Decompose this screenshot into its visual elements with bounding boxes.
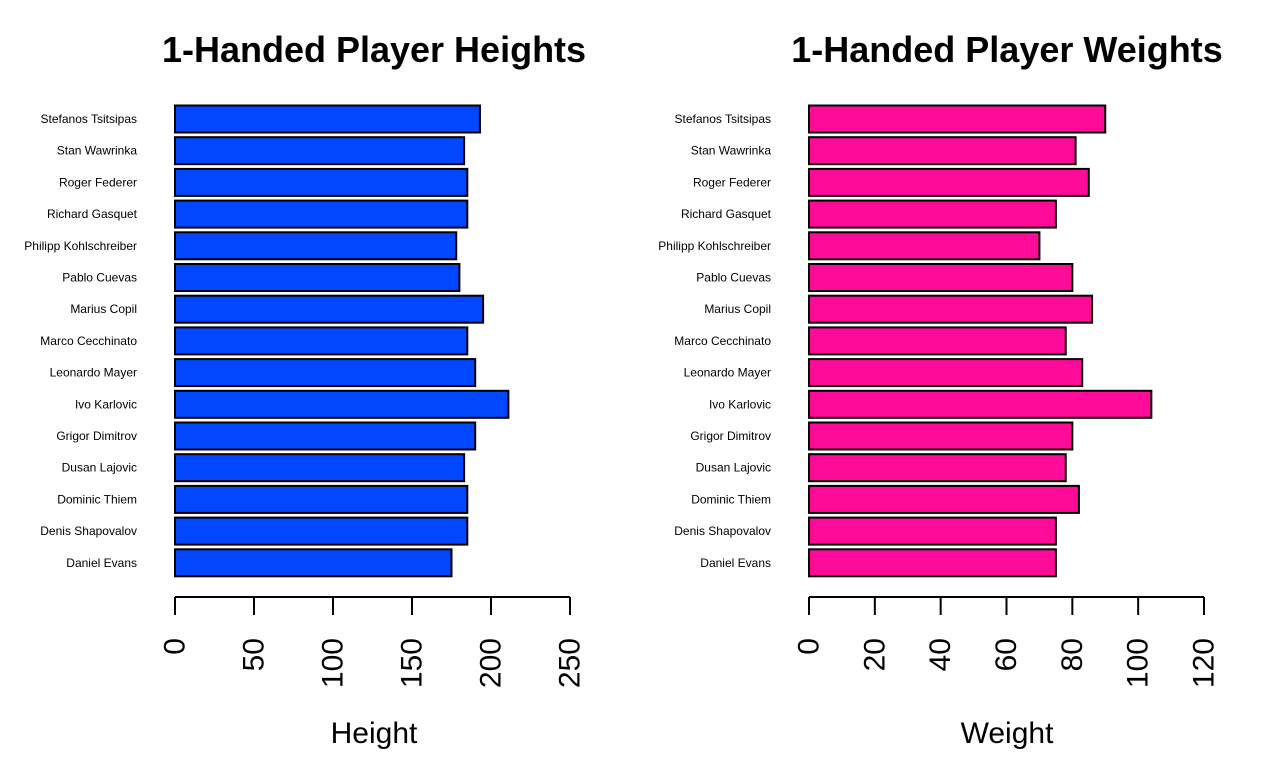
heights-chart: 1-Handed Player Heights Stefanos Tsitsip… — [24, 29, 586, 750]
weights-bar — [808, 136, 1077, 166]
heights-bar — [174, 453, 466, 483]
heights-bar — [174, 358, 477, 388]
weights-bar — [808, 167, 1090, 197]
weights-category-labels: Stefanos Tsitsipas Stan Wawrinka Roger Fed… — [658, 112, 771, 570]
weights-category-label: Philipp Kohlschreiber — [658, 239, 771, 253]
weights-bar — [808, 389, 1153, 419]
weights-tick-label: 20 — [858, 638, 891, 671]
weights-category-label: Stan Wawrinka — [691, 144, 772, 158]
heights-category-label: Marius Copil — [70, 302, 137, 316]
weights-category-label: Stefanos Tsitsipas — [675, 112, 772, 126]
weights-category-label: Grigor Dimitrov — [690, 429, 771, 443]
heights-bar — [174, 516, 469, 546]
weights-bar — [808, 453, 1067, 483]
heights-category-label: Pablo Cuevas — [62, 271, 137, 285]
heights-tick-label: 250 — [554, 638, 587, 688]
heights-bar — [174, 199, 469, 229]
heights-tick-label: 50 — [238, 638, 271, 671]
heights-category-label: Denis Shapovalov — [40, 524, 137, 538]
weights-chart-title: 1-Handed Player Weights — [791, 29, 1222, 70]
weights-chart: 1-Handed Player Weights Stefanos Tsitsip… — [658, 29, 1222, 750]
weights-tick-label: 40 — [924, 638, 957, 671]
weights-x-axis: 0 20 40 60 80 100 120 — [793, 596, 1221, 688]
weights-category-label: Pablo Cuevas — [696, 271, 771, 285]
weights-category-label: Dominic Thiem — [691, 492, 771, 506]
heights-category-label: Philipp Kohlschreiber — [24, 239, 137, 253]
weights-tick-label: 100 — [1122, 638, 1155, 688]
weights-tick-label: 80 — [1056, 638, 1089, 671]
heights-category-label: Stefanos Tsitsipas — [41, 112, 138, 126]
weights-tick-label: 120 — [1188, 638, 1221, 688]
heights-bar — [174, 136, 466, 166]
heights-category-label: Grigor Dimitrov — [56, 429, 137, 443]
heights-bar — [174, 167, 469, 197]
weights-x-axis-title: Weight — [961, 717, 1054, 750]
heights-category-labels: Stefanos Tsitsipas Stan Wawrinka Roger Fed… — [24, 112, 137, 570]
heights-bar — [174, 294, 485, 324]
weights-category-label: Leonardo Mayer — [684, 366, 771, 380]
weights-category-label: Denis Shapovalov — [674, 524, 771, 538]
heights-category-label: Marco Cecchinato — [40, 334, 137, 348]
heights-category-label: Dominic Thiem — [57, 492, 137, 506]
weights-tick-label: 0 — [793, 638, 826, 655]
weights-bar — [808, 358, 1084, 388]
heights-tick-label: 200 — [475, 638, 508, 688]
weights-category-label: Marco Cecchinato — [674, 334, 771, 348]
heights-bar — [174, 484, 469, 514]
heights-category-label: Daniel Evans — [66, 556, 137, 570]
heights-tick-label: 0 — [159, 638, 192, 655]
heights-bar — [174, 231, 458, 261]
heights-bar — [174, 548, 453, 578]
heights-category-label: Roger Federer — [59, 175, 137, 189]
heights-x-axis: 0 50 100 150 200 250 — [159, 596, 587, 688]
weights-bar — [808, 326, 1067, 356]
heights-tick-label: 150 — [396, 638, 429, 688]
weights-bar — [808, 263, 1074, 292]
heights-category-label: Dusan Lajovic — [62, 461, 137, 475]
heights-category-label: Stan Wawrinka — [57, 144, 138, 158]
heights-category-label: Richard Gasquet — [47, 207, 138, 221]
weights-bars — [808, 104, 1153, 578]
weights-category-label: Richard Gasquet — [681, 207, 772, 221]
heights-bar — [174, 389, 510, 419]
heights-category-label: Ivo Karlovic — [75, 397, 137, 411]
weights-bar — [808, 548, 1057, 578]
heights-bar — [174, 326, 469, 356]
heights-tick-label: 100 — [317, 638, 350, 688]
weights-category-label: Marius Copil — [704, 302, 771, 316]
heights-bar — [174, 421, 477, 451]
heights-bars — [174, 104, 510, 578]
heights-bar — [174, 104, 481, 134]
weights-category-label: Daniel Evans — [700, 556, 771, 570]
weights-tick-label: 60 — [990, 638, 1023, 671]
weights-category-label: Dusan Lajovic — [696, 461, 771, 475]
weights-bar — [808, 294, 1094, 324]
weights-category-label: Ivo Karlovic — [709, 397, 771, 411]
weights-bar — [808, 104, 1107, 134]
heights-chart-title: 1-Handed Player Heights — [162, 29, 586, 70]
weights-category-label: Roger Federer — [693, 175, 771, 189]
weights-bar — [808, 421, 1074, 451]
weights-bar — [808, 516, 1057, 546]
weights-bar — [808, 484, 1080, 514]
weights-bar — [808, 231, 1041, 261]
heights-bar — [174, 263, 461, 292]
heights-category-label: Leonardo Mayer — [50, 366, 137, 380]
heights-x-axis-title: Height — [331, 717, 418, 750]
weights-bar — [808, 199, 1057, 229]
